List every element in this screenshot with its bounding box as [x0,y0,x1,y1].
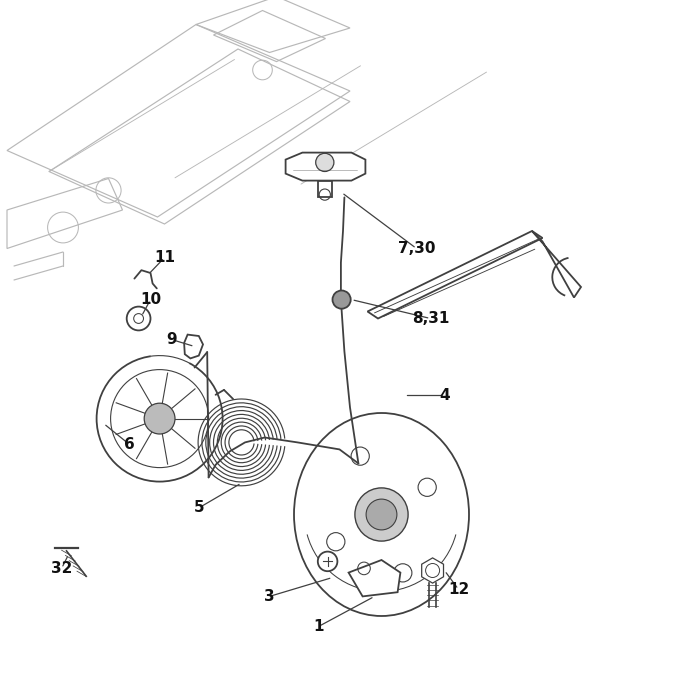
Polygon shape [368,231,542,318]
Circle shape [351,447,370,466]
Circle shape [327,533,345,551]
Circle shape [418,478,436,496]
Text: 4: 4 [439,388,450,403]
Text: 12: 12 [448,582,469,597]
Polygon shape [318,181,332,197]
Text: 5: 5 [194,500,205,515]
Polygon shape [286,153,365,181]
Polygon shape [532,231,581,298]
Circle shape [144,403,175,434]
Circle shape [332,290,351,309]
Circle shape [316,153,334,172]
Circle shape [97,356,223,482]
Text: 1: 1 [314,619,323,634]
Polygon shape [184,335,203,358]
Circle shape [366,499,397,530]
Text: 3: 3 [264,589,275,604]
Text: 8,31: 8,31 [412,311,449,326]
Text: 7,30: 7,30 [398,241,435,256]
Text: 10: 10 [140,292,161,307]
Circle shape [355,488,408,541]
Ellipse shape [294,413,469,616]
Text: 32: 32 [51,561,72,576]
Text: 9: 9 [166,332,177,347]
Text: 6: 6 [124,437,135,452]
Circle shape [393,564,412,582]
Polygon shape [349,560,400,596]
Circle shape [318,552,337,571]
Text: 11: 11 [154,250,175,265]
Polygon shape [421,558,444,583]
Circle shape [127,307,150,330]
